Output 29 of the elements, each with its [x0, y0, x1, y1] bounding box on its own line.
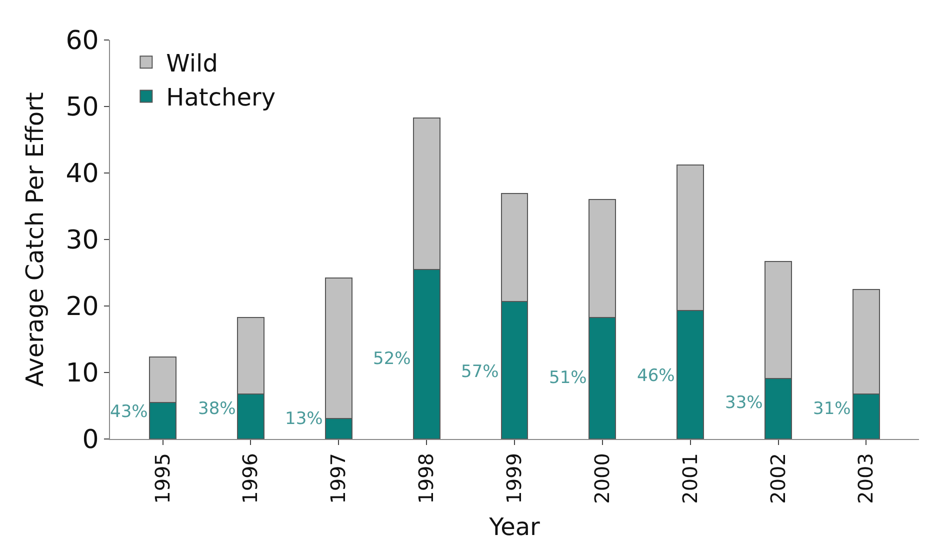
x-tick-label: 2000 [590, 453, 614, 504]
y-tick-label: 0 [82, 425, 99, 456]
x-tick-label: 2001 [678, 453, 702, 504]
annotation: 51% [549, 368, 587, 388]
y-tick-label: 40 [66, 159, 99, 190]
x-tick-label: 1996 [238, 453, 262, 504]
y-tick-label: 60 [66, 26, 99, 56]
x-tick-label: 2002 [766, 453, 790, 504]
x-tick-label: 1998 [414, 453, 438, 504]
annotation: 57% [461, 362, 499, 382]
annotation: 46% [637, 366, 675, 386]
annotation: 31% [813, 399, 851, 419]
annotation: 38% [198, 399, 236, 419]
y-tick-label: 10 [66, 358, 99, 389]
legend-label: Hatchery [166, 84, 276, 112]
y-tick-label: 20 [66, 292, 99, 322]
annotation: 13% [285, 409, 323, 429]
annotation: 33% [725, 393, 763, 413]
annotation: 43% [110, 402, 148, 422]
y-axis-title: Average Catch Per Effort [20, 92, 49, 387]
x-tick-label: 1999 [502, 453, 526, 504]
x-tick-label: 2003 [854, 453, 878, 504]
y-tick-label: 30 [66, 226, 99, 256]
legend-label: Wild [166, 49, 218, 78]
x-axis-title: Year [488, 513, 540, 542]
y-tick-label: 50 [66, 92, 99, 123]
x-tick-label: 1995 [150, 453, 174, 504]
annotation: 52% [373, 349, 411, 369]
x-tick-label: 1997 [326, 453, 350, 504]
